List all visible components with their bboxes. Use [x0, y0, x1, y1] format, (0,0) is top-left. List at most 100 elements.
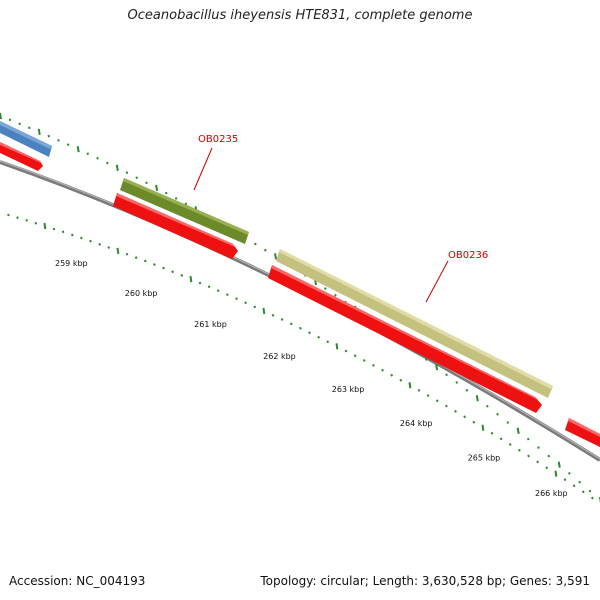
- inner-minor-tick: [317, 335, 320, 339]
- inner-minor-tick: [372, 364, 375, 367]
- inner-major-tick: [189, 276, 193, 283]
- gene-ob0235-feature[interactable]: [120, 178, 249, 244]
- outer-minor-tick: [164, 191, 168, 195]
- outer-minor-tick: [47, 134, 51, 138]
- gene-ob0236-feature[interactable]: [276, 249, 553, 398]
- outer-minor-tick: [506, 421, 510, 424]
- outer-minor-tick: [18, 122, 21, 126]
- inner-minor-tick: [271, 313, 275, 317]
- outer-minor-tick: [526, 437, 530, 441]
- outer-major-tick: [0, 112, 2, 120]
- cds-arrow-2[interactable]: [113, 193, 238, 259]
- inner-minor-tick: [591, 496, 594, 500]
- genome-backbone: [0, 160, 600, 462]
- inner-minor-tick: [7, 213, 10, 217]
- inner-major-tick: [408, 382, 412, 389]
- outer-minor-tick: [537, 446, 540, 449]
- inner-minor-tick: [34, 221, 38, 225]
- inner-minor-tick: [353, 354, 357, 358]
- map-title: Oceanobacillus iheyensis HTE831, complet…: [127, 8, 473, 23]
- outer-minor-tick: [588, 489, 592, 493]
- ruler-label-265-kbp: 265 kbp: [468, 453, 501, 462]
- ruler-label-262-kbp: 262 kbp: [263, 352, 296, 361]
- outer-minor-tick: [334, 294, 337, 297]
- outer-major-tick: [155, 184, 159, 192]
- outer-minor-tick: [145, 181, 148, 185]
- inner-minor-tick: [417, 389, 421, 392]
- outer-minor-tick: [184, 202, 188, 206]
- inner-minor-tick: [545, 466, 549, 470]
- inner-minor-tick: [143, 259, 147, 263]
- outer-major-tick: [274, 253, 278, 260]
- inner-minor-tick: [61, 230, 65, 234]
- cds-arrow-4[interactable]: [565, 418, 600, 447]
- inner-minor-tick: [426, 394, 430, 397]
- outer-minor-tick: [106, 161, 109, 165]
- inner-minor-tick: [435, 399, 439, 403]
- inner-ruler-ring: 259 kbp 260 kbp 261 kbp 262 kbp 263 kbp 264 k…: [7, 213, 594, 500]
- outer-minor-tick: [486, 404, 489, 408]
- gene-blue-feature[interactable]: [0, 121, 52, 157]
- inner-minor-tick: [280, 318, 284, 321]
- outer-major-tick: [475, 395, 479, 402]
- outer-minor-tick: [324, 287, 327, 290]
- inner-major-tick: [554, 470, 558, 477]
- inner-minor-tick: [16, 216, 19, 220]
- inner-minor-tick: [198, 281, 202, 285]
- inner-major-tick: [43, 222, 47, 230]
- inner-minor-tick: [226, 293, 229, 297]
- outer-minor-tick: [96, 157, 99, 160]
- inner-minor-tick: [80, 236, 83, 240]
- outer-minor-tick: [86, 152, 90, 155]
- inner-minor-tick: [381, 368, 384, 372]
- inner-minor-tick: [362, 359, 366, 362]
- inner-minor-tick: [253, 305, 257, 309]
- inner-minor-tick: [326, 340, 330, 344]
- gene-label-ob0236[interactable]: OB0236: [448, 250, 488, 261]
- inner-major-tick: [116, 247, 120, 254]
- outer-major-tick: [557, 461, 561, 468]
- inner-minor-tick: [472, 420, 476, 424]
- outer-minor-tick: [264, 248, 267, 252]
- outer-major-tick: [516, 427, 520, 434]
- outer-minor-tick: [445, 373, 448, 377]
- cds-arrow-1[interactable]: [0, 142, 43, 171]
- outer-major-tick: [76, 146, 80, 153]
- inner-major-tick: [262, 307, 266, 315]
- inner-minor-tick: [536, 460, 539, 464]
- ruler-label-266-kbp: 266 kbp: [535, 489, 568, 498]
- ob0236-leader-line: [425, 260, 449, 303]
- inner-minor-tick: [216, 289, 220, 293]
- outer-minor-tick: [57, 139, 60, 142]
- gene-label-ob0235[interactable]: OB0235: [198, 134, 238, 145]
- outer-minor-tick: [135, 176, 138, 179]
- inner-minor-tick: [563, 478, 567, 482]
- inner-minor-tick: [98, 242, 101, 246]
- inner-major-tick: [481, 424, 485, 431]
- outer-minor-tick: [455, 381, 458, 384]
- ruler-label-263-kbp: 263 kbp: [332, 385, 365, 394]
- inner-minor-tick: [207, 285, 211, 289]
- outer-minor-tick: [125, 171, 129, 175]
- inner-minor-tick: [463, 415, 466, 419]
- genome-info-text: Topology: circular; Length: 3,630,528 bp…: [260, 574, 590, 588]
- inner-minor-tick: [490, 431, 494, 435]
- inner-minor-tick: [527, 454, 530, 458]
- inner-minor-tick: [125, 252, 129, 256]
- cds-arrow-3[interactable]: [268, 265, 542, 413]
- inner-minor-tick: [299, 326, 302, 330]
- inner-minor-tick: [235, 297, 238, 301]
- inner-minor-tick: [390, 373, 393, 377]
- outer-minor-tick: [254, 242, 257, 246]
- ruler-label-264-kbp: 264 kbp: [400, 419, 433, 428]
- inner-minor-tick: [344, 349, 348, 353]
- inner-major-tick: [335, 343, 339, 350]
- outer-minor-tick: [8, 118, 12, 122]
- inner-minor-tick: [89, 239, 92, 243]
- outer-minor-tick: [66, 143, 70, 147]
- inner-minor-tick: [107, 246, 111, 249]
- ruler-label-261-kbp: 261 kbp: [194, 320, 227, 329]
- outer-minor-tick: [578, 480, 581, 484]
- accession-text: Accession: NC_004193: [9, 574, 146, 588]
